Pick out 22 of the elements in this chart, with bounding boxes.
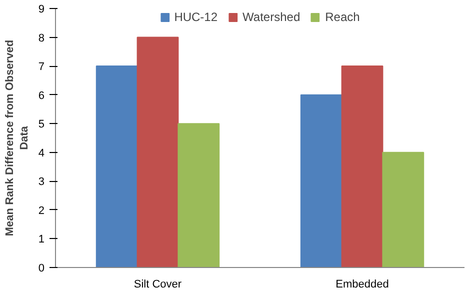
bar [136, 36, 179, 268]
y-axis-title: Mean Rank Difference from Observed Data [4, 40, 30, 236]
bar [300, 94, 342, 268]
bar [96, 66, 138, 268]
y-tick-label: 8 [38, 32, 45, 44]
y-tick-label: 1 [38, 234, 45, 246]
x-tick-label: Embedded [336, 278, 389, 290]
legend-label: Reach [325, 10, 360, 24]
legend-label: HUC-12 [174, 10, 218, 24]
y-tick-label: 7 [38, 61, 45, 74]
y-tick-label: 2 [38, 204, 45, 217]
bar [178, 123, 220, 268]
bar [341, 66, 384, 268]
y-tick-label: 5 [38, 118, 45, 131]
x-tick-label: Silt Cover [134, 278, 182, 290]
bar [382, 152, 424, 268]
y-tick-label: 3 [38, 176, 45, 188]
y-tick-label: 9 [38, 4, 45, 16]
y-tick-label: 6 [38, 90, 45, 102]
y-tick-label: 4 [38, 147, 45, 160]
y-tick-label: 0 [38, 262, 45, 274]
legend-label: Watershed [242, 10, 300, 24]
